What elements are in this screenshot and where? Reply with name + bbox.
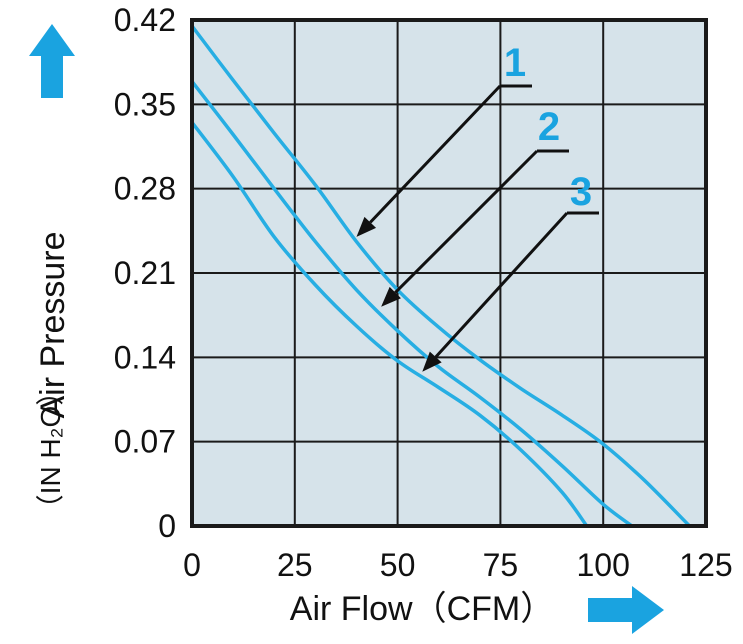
callout-line-3 <box>434 211 569 359</box>
x-axis-title: Air Flow（CFM） <box>290 590 554 628</box>
callout-label-1: 1 <box>504 41 526 85</box>
x-tick-label: 25 <box>277 547 313 583</box>
y-tick-label: 0 <box>158 508 176 544</box>
callout-arrowhead-3 <box>422 351 442 372</box>
y-tick-label: 0.07 <box>114 424 176 460</box>
curve-1 <box>190 24 692 528</box>
x-tick-label: 75 <box>483 547 519 583</box>
curve-2 <box>190 79 634 528</box>
x-tick-label: 50 <box>380 547 416 583</box>
grid-lines <box>191 19 707 527</box>
x-tick-labels: 0 25 50 75 100 125 <box>183 547 733 583</box>
right-arrow-icon <box>588 586 664 634</box>
y-tick-label: 0.28 <box>114 171 176 207</box>
callout-line-1 <box>369 84 502 224</box>
y-tick-labels: 0 0.07 0.14 0.21 0.28 0.35 0.42 <box>114 2 176 544</box>
x-tick-label: 0 <box>183 547 201 583</box>
curve-callouts: 123 <box>356 41 599 372</box>
y-tick-label: 0.14 <box>114 339 176 375</box>
callout-line-2 <box>394 149 539 294</box>
up-arrow-icon <box>29 24 75 98</box>
y-axis-title: Air Pressure <box>34 231 72 418</box>
x-tick-label: 125 <box>679 547 732 583</box>
y-tick-label: 0.35 <box>114 86 176 122</box>
callout-arrowhead-2 <box>381 286 401 307</box>
callout-arrowhead-1 <box>356 216 377 237</box>
curves <box>190 24 692 528</box>
plot-frame <box>190 18 708 528</box>
y-tick-label: 0.42 <box>114 2 176 38</box>
callout-label-2: 2 <box>538 105 560 149</box>
callout-label-3: 3 <box>570 170 592 214</box>
y-axis-unit: （IN H₂O） <box>35 378 66 523</box>
x-tick-label: 100 <box>577 547 630 583</box>
y-tick-label: 0.21 <box>114 255 176 291</box>
curve-3 <box>190 120 589 528</box>
